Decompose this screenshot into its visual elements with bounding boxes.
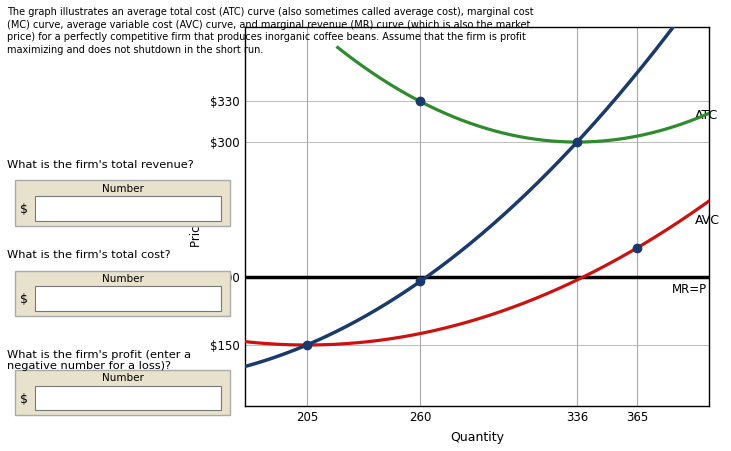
Text: MR=P: MR=P (672, 283, 707, 296)
Text: AVC: AVC (694, 214, 719, 227)
Text: ATC: ATC (694, 109, 718, 122)
Text: $: $ (20, 393, 29, 405)
Text: Number: Number (102, 373, 143, 383)
Text: Number: Number (102, 184, 143, 194)
Text: $: $ (20, 294, 29, 306)
Text: What is the firm's total revenue?: What is the firm's total revenue? (7, 160, 194, 170)
Text: Number: Number (102, 274, 143, 284)
Text: What is the firm's total cost?: What is the firm's total cost? (7, 250, 171, 260)
Text: $: $ (20, 203, 29, 216)
Text: What is the firm's profit (enter a
negative number for a loss)?: What is the firm's profit (enter a negat… (7, 350, 192, 371)
Text: The graph illustrates an average total cost (ATC) curve (also sometimes called a: The graph illustrates an average total c… (7, 7, 534, 55)
Y-axis label: Price, cost: Price, cost (190, 186, 203, 247)
X-axis label: Quantity: Quantity (450, 431, 504, 444)
